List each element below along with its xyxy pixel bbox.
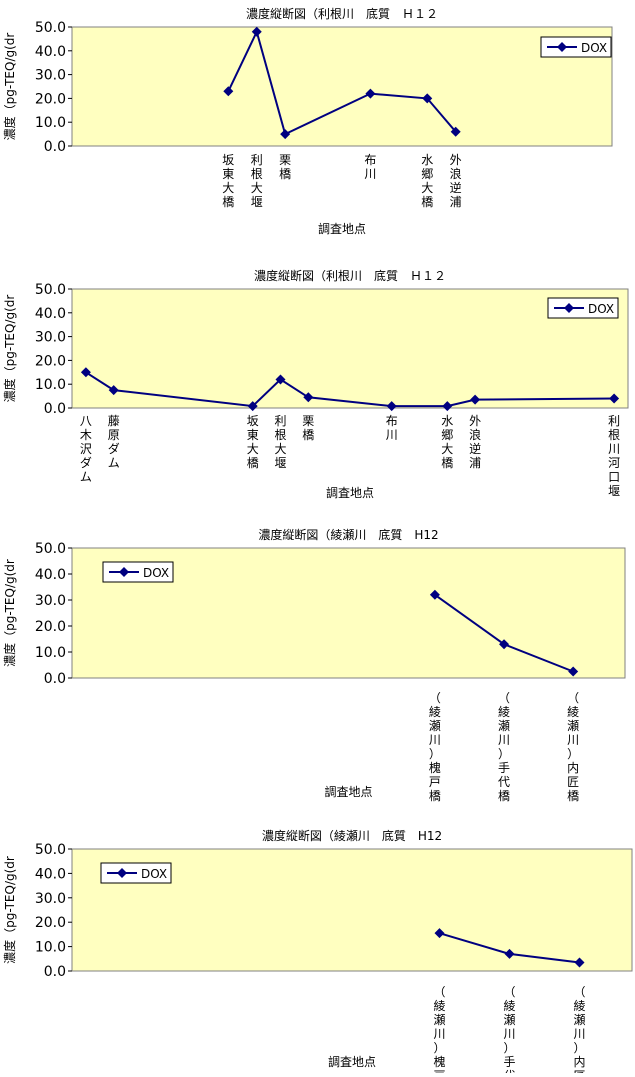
y-tick-label: 30.0 xyxy=(35,891,66,907)
chart-panel-2: 濃度縦断図（利根川 底質 Ｈ１２ 0.0 10.0 20.0 30.0 40.0 50.0 濃… xyxy=(0,262,635,521)
y-tick-label: 20.0 xyxy=(35,915,66,931)
data-point xyxy=(386,401,397,412)
category-label: 利根大堰 xyxy=(274,414,286,470)
y-tick-label: 30.0 xyxy=(35,593,66,609)
data-point xyxy=(442,401,453,412)
data-point xyxy=(80,367,91,378)
category-label: 布川 xyxy=(386,414,398,442)
category-label: 水郷大橋 xyxy=(441,414,453,470)
y-tick-label: 10.0 xyxy=(35,940,66,956)
category-label: 利根大堰 xyxy=(251,153,263,209)
y-axis-label: 濃度（pg-TEQ/g(dr xyxy=(2,295,17,403)
legend-label: DOX xyxy=(581,41,607,55)
chart-title: 濃度縦断図（利根川 底質 Ｈ１２ xyxy=(254,268,446,283)
data-point xyxy=(568,666,579,677)
chart-title: 濃度縦断図（利根川 底質 Ｈ１２ xyxy=(246,6,438,21)
y-tick-label: 10.0 xyxy=(35,115,66,131)
category-label: （綾瀬川）槐戸橋 xyxy=(433,985,445,1073)
chart-1: 濃度縦断図（利根川 底質 Ｈ１２ 0.0 10.0 20.0 30.0 40.0 50.0 濃… xyxy=(2,6,613,236)
data-point xyxy=(365,88,376,99)
y-tick-label: 10.0 xyxy=(35,377,66,393)
chart-panel-1: 濃度縦断図（利根川 底質 Ｈ１２ 0.0 10.0 20.0 30.0 40.0 50.0 濃… xyxy=(0,0,635,266)
data-point xyxy=(280,129,291,140)
chart-panel-3: 濃度縦断図（綾瀬川 底質 H12 0.0 10.0 20.0 30.0 40.0 50.0 濃… xyxy=(0,517,635,819)
category-label: 外浪逆浦 xyxy=(469,414,481,470)
data-point xyxy=(275,374,286,385)
y-tick-label: 20.0 xyxy=(35,353,66,369)
data-point xyxy=(429,589,440,600)
chart-3: 濃度縦断図（綾瀬川 底質 H12 0.0 10.0 20.0 30.0 40.0 50.0 濃… xyxy=(2,527,626,803)
y-tick-label: 40.0 xyxy=(35,866,66,882)
category-label: 藤原ダム xyxy=(108,414,120,470)
category-label: （綾瀬川）内匠橋 xyxy=(573,985,585,1073)
chart-4: 濃度縦断図（綾瀬川 底質 H12 0.0 10.0 20.0 30.0 40.0 50.0 濃… xyxy=(2,828,633,1077)
y-tick-label: 50.0 xyxy=(35,20,66,36)
data-point xyxy=(574,957,585,968)
data-point xyxy=(422,93,433,104)
y-tick-label: 0.0 xyxy=(44,671,66,687)
category-label: 栗橋 xyxy=(302,414,314,442)
data-point xyxy=(450,126,461,137)
chart-title: 濃度縦断図（綾瀬川 底質 H12 xyxy=(258,527,438,542)
y-tick-label: 40.0 xyxy=(35,567,66,583)
data-point xyxy=(303,392,314,403)
y-tick-label: 0.0 xyxy=(44,964,66,980)
data-point xyxy=(434,928,445,939)
category-label: 水郷大橋 xyxy=(421,153,433,209)
category-label: （綾瀬川）槐戸橋 xyxy=(429,691,441,803)
data-point xyxy=(470,394,481,405)
x-axis-label: 調査地点 xyxy=(328,1055,376,1069)
legend-label: DOX xyxy=(141,867,167,881)
category-label: 栗橋 xyxy=(279,153,291,181)
chart-title: 濃度縦断図（綾瀬川 底質 H12 xyxy=(262,828,442,843)
category-label: （綾瀬川）内匠橋 xyxy=(567,691,579,803)
category-label: 坂東大橋 xyxy=(247,414,259,470)
x-axis-label: 調査地点 xyxy=(324,785,372,799)
x-axis-label: 調査地点 xyxy=(318,222,366,236)
legend-marker xyxy=(117,868,127,878)
plot-area xyxy=(71,26,613,147)
category-label: 布川 xyxy=(364,153,376,181)
category-label: （綾瀬川）手代橋 xyxy=(503,985,515,1073)
y-tick-label: 40.0 xyxy=(35,306,66,322)
y-tick-label: 40.0 xyxy=(35,44,66,60)
legend-marker xyxy=(119,567,129,577)
x-axis-label: 調査地点 xyxy=(326,486,374,500)
data-point xyxy=(504,948,515,959)
series-line xyxy=(227,28,457,136)
data-point xyxy=(108,385,119,396)
plot-area xyxy=(71,288,629,409)
chart-2: 濃度縦断図（利根川 底質 Ｈ１２ 0.0 10.0 20.0 30.0 40.0 50.0 濃… xyxy=(2,268,629,500)
category-label: 八木沢ダム xyxy=(80,414,92,484)
y-tick-label: 0.0 xyxy=(44,401,66,417)
y-axis-label: 濃度（pg-TEQ/g(dr xyxy=(2,856,17,964)
data-point xyxy=(223,86,234,97)
y-tick-label: 50.0 xyxy=(35,842,66,858)
legend-marker xyxy=(557,42,567,52)
legend-marker xyxy=(564,303,574,313)
y-tick-label: 10.0 xyxy=(35,645,66,661)
y-tick-label: 50.0 xyxy=(35,541,66,557)
data-point xyxy=(499,639,510,650)
data-point xyxy=(247,401,258,412)
chart-panel-4: 濃度縦断図（綾瀬川 底質 H12 0.0 10.0 20.0 30.0 40.0 50.0 濃… xyxy=(0,815,635,1077)
data-point xyxy=(609,393,620,404)
y-tick-label: 20.0 xyxy=(35,91,66,107)
y-tick-label: 20.0 xyxy=(35,619,66,635)
y-axis-label: 濃度（pg-TEQ/g(dr xyxy=(2,33,17,141)
data-point xyxy=(251,26,262,37)
category-label: 坂東大橋 xyxy=(222,153,234,209)
y-tick-label: 30.0 xyxy=(35,68,66,84)
y-tick-label: 0.0 xyxy=(44,139,66,155)
y-tick-label: 30.0 xyxy=(35,330,66,346)
legend-label: DOX xyxy=(143,566,169,580)
y-axis-label: 濃度（pg-TEQ/g(dr xyxy=(2,559,17,667)
category-label: （綾瀬川）手代橋 xyxy=(498,691,510,803)
y-tick-label: 50.0 xyxy=(35,282,66,298)
category-label: 利根川河口堰 xyxy=(608,414,620,498)
category-label: 外浪逆浦 xyxy=(450,153,462,209)
legend-label: DOX xyxy=(588,302,614,316)
